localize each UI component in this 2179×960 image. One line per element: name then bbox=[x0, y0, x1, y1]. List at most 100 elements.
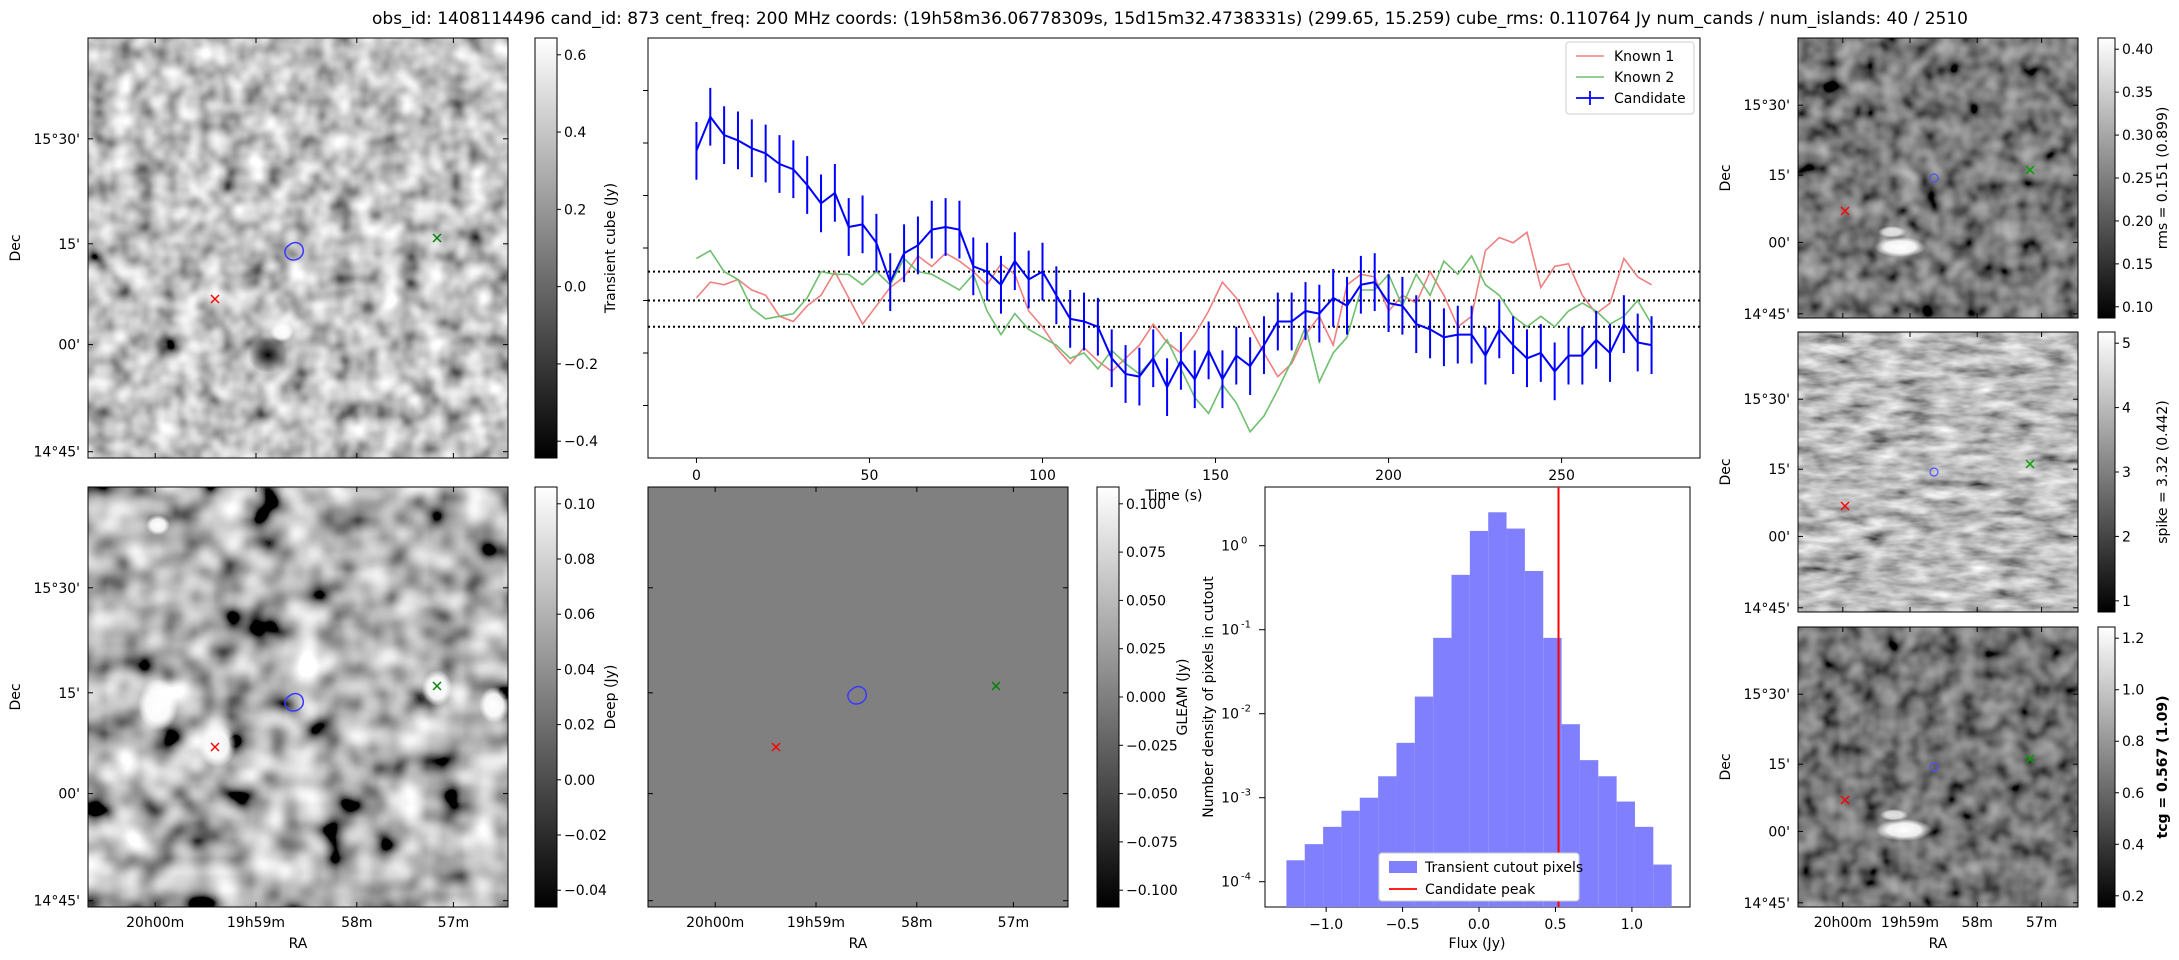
tcg-colorbar-label: tcg = 0.567 (1.09) bbox=[2155, 696, 2171, 839]
ra-tick-label: 19h59m bbox=[227, 915, 285, 931]
legend-known2: Known 2 bbox=[1614, 70, 1674, 86]
rms-image-panel: 15°30' 15' 00' 14°45' bbox=[1744, 37, 2079, 323]
histogram-bar bbox=[1359, 797, 1379, 907]
deep-colorbar-tick-label: −0.02 bbox=[564, 828, 607, 844]
dec-tick-label: 00' bbox=[58, 338, 80, 354]
y-tick-label: 10 bbox=[1221, 623, 1239, 639]
transient-colorbar-tick-label: −0.2 bbox=[564, 357, 598, 373]
spike-dec-label: Dec bbox=[1718, 458, 1734, 485]
histogram-bar bbox=[1634, 826, 1654, 907]
dec-tick-label: 00' bbox=[58, 787, 80, 803]
histogram-bar bbox=[1488, 512, 1507, 907]
transient-colorbar-tick-label: 0.2 bbox=[564, 202, 586, 218]
series-line-known-2 bbox=[696, 249, 1653, 434]
histogram-bar bbox=[1506, 528, 1525, 907]
spike-colorbar-tick-label: 4 bbox=[2122, 401, 2131, 417]
legend-candidate-peak: Candidate peak bbox=[1425, 882, 1536, 898]
y-tick-label: 10 bbox=[1221, 539, 1239, 555]
rms-colorbar-tick-label: 0.20 bbox=[2122, 214, 2153, 230]
gleam-colorbar-tick-label: −0.100 bbox=[1126, 883, 1178, 899]
tcg-colorbar-tick-label: 1.0 bbox=[2122, 683, 2144, 699]
ra-tick-label: 58m bbox=[341, 915, 372, 931]
dec-tick-label: 00' bbox=[1768, 529, 1790, 545]
ra-tick-label: 57m bbox=[2026, 915, 2057, 931]
red-cross-marker bbox=[1840, 206, 1850, 216]
histogram-bar bbox=[1341, 810, 1360, 907]
figure-title: obs_id: 1408114496 cand_id: 873 cent_fre… bbox=[372, 9, 1968, 29]
rms-colorbar-tick-label: 0.10 bbox=[2122, 300, 2153, 316]
x-tick-label: 100 bbox=[1029, 468, 1056, 484]
dec-tick-label: 15°30' bbox=[34, 581, 80, 597]
dec-tick-label: 00' bbox=[1768, 235, 1790, 251]
histogram-ylabel: Number density of pixels in cutout bbox=[1201, 576, 1217, 818]
tcg-colorbar bbox=[2097, 626, 2116, 908]
ra-tick-label: 58m bbox=[901, 915, 932, 931]
gleam-colorbar-tick-label: −0.050 bbox=[1126, 787, 1178, 803]
legend-candidate: Candidate bbox=[1614, 91, 1686, 107]
deep-colorbar-tick-label: 0.02 bbox=[564, 718, 595, 734]
dark-artifact bbox=[248, 337, 288, 373]
rms-colorbar-tick-label: 0.30 bbox=[2122, 128, 2153, 144]
x-tick-label: −1.0 bbox=[1309, 917, 1343, 933]
candidate-contour bbox=[284, 692, 305, 712]
deep-colorbar-tick-label: −0.04 bbox=[564, 883, 607, 899]
tcg-colorbar-tick-label: 0.4 bbox=[2122, 837, 2144, 853]
gleam-colorbar-tick-label: 0.075 bbox=[1126, 545, 1166, 561]
rms-colorbar bbox=[2097, 37, 2116, 319]
histogram-bar bbox=[1451, 574, 1470, 907]
ra-tick-label: 20h00m bbox=[686, 915, 744, 931]
x-tick-label: 0.5 bbox=[1544, 917, 1566, 933]
x-tick-label: 1.0 bbox=[1621, 917, 1643, 933]
deep-source-3 bbox=[422, 670, 452, 706]
gleam-colorbar-tick-label: 0.025 bbox=[1126, 642, 1166, 658]
red-cross-marker bbox=[771, 742, 781, 752]
deep-source-5 bbox=[146, 515, 170, 535]
histogram-bar bbox=[1579, 760, 1599, 907]
ra-tick-label: 57m bbox=[438, 915, 469, 931]
lightcurve-series bbox=[695, 87, 1653, 434]
rms-colorbar-tick-label: 0.15 bbox=[2122, 257, 2153, 273]
histogram-bar bbox=[1543, 637, 1562, 907]
y-tick-exponent: -2 bbox=[1241, 704, 1251, 715]
transient-image-panel: 15°30' 15' 00' 14°45' bbox=[34, 37, 509, 461]
rms-colorbar-tick-label: 0.35 bbox=[2122, 85, 2153, 101]
x-tick-label: 0.0 bbox=[1468, 917, 1490, 933]
y-tick-label: 10 bbox=[1221, 875, 1239, 891]
candidate-contour bbox=[1929, 173, 1939, 183]
deep-source-4 bbox=[479, 687, 509, 723]
candidate-contour bbox=[284, 241, 305, 261]
transient-dec-label: Dec bbox=[8, 234, 24, 261]
series-line-candidate bbox=[695, 114, 1652, 390]
spike-colorbar-tick-label: 1 bbox=[2122, 594, 2131, 610]
y-tick-label: 10 bbox=[1221, 707, 1239, 723]
candidate-contour bbox=[1929, 762, 1939, 772]
spike-colorbar-label: spike = 3.32 (0.442) bbox=[2155, 400, 2171, 544]
histogram-bar bbox=[1469, 530, 1489, 907]
dec-tick-label: 15' bbox=[58, 686, 80, 702]
rms-bright-region bbox=[1874, 237, 1926, 257]
transient-colorbar bbox=[534, 37, 558, 459]
tcg-colorbar-tick-label: 0.6 bbox=[2122, 786, 2144, 802]
y-tick-exponent: -1 bbox=[1241, 620, 1251, 631]
histogram-bar bbox=[1524, 571, 1544, 907]
deep-colorbar bbox=[534, 486, 558, 908]
histogram-bar bbox=[1323, 826, 1342, 907]
green-cross-marker bbox=[432, 233, 442, 243]
x-tick-label: 150 bbox=[1202, 468, 1229, 484]
deep-colorbar-tick-label: 0.06 bbox=[564, 607, 595, 623]
histogram-bar bbox=[1304, 844, 1324, 907]
legend-known1: Known 1 bbox=[1614, 49, 1674, 65]
dec-tick-label: 15' bbox=[1768, 168, 1790, 184]
deep-image-panel: 15°30' 15' 00' 14°45' 20h00m 19h59m 58m 57m bbox=[34, 486, 509, 931]
green-cross-marker bbox=[2025, 459, 2035, 469]
green-cross-marker bbox=[991, 681, 1001, 691]
x-tick-label: 50 bbox=[861, 468, 879, 484]
ra-tick-label: 58m bbox=[1961, 915, 1992, 931]
transient-colorbar-tick-label: −0.4 bbox=[564, 434, 598, 450]
histogram-bar bbox=[1286, 860, 1305, 907]
x-tick-label: −0.5 bbox=[1386, 917, 1420, 933]
dec-tick-label: 15' bbox=[58, 237, 80, 253]
histogram-bar bbox=[1653, 864, 1672, 907]
tcg-image-panel: 15°30' 15' 00' 14°45' 20h00m 19h59m 58m 57m bbox=[1744, 626, 2079, 931]
y-tick-label: 10 bbox=[1221, 791, 1239, 807]
